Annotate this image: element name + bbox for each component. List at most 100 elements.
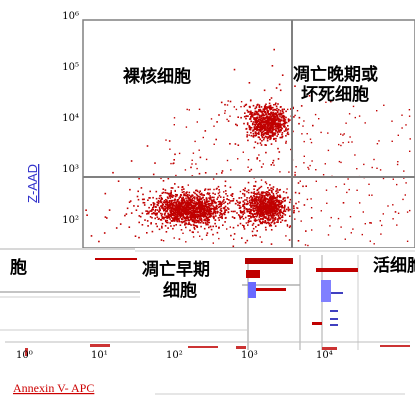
data-point [340,161,342,164]
data-point [170,193,172,195]
data-point [265,212,267,215]
data-point [258,198,260,200]
data-point [324,163,326,165]
data-point [261,119,263,122]
data-point [221,214,224,216]
data-point [193,206,196,208]
data-point [164,219,167,222]
data-point [280,221,282,223]
data-point [249,212,251,214]
data-point [327,234,330,236]
data-point [278,207,280,209]
data-point [253,191,256,193]
data-point [149,197,151,199]
data-point [195,189,198,192]
data-point [262,204,264,206]
data-point [208,203,211,205]
data-point [215,225,217,228]
data-point [184,208,187,211]
data-point [178,219,180,222]
data-point [256,117,259,119]
data-point [270,128,272,131]
data-point [285,208,288,211]
data-point [249,215,251,217]
data-point [229,143,231,145]
lower-right-quadrant-label: 活细胞 [373,255,415,276]
data-point [146,145,149,147]
data-point [188,194,191,196]
data-point [246,210,248,212]
data-point [258,218,260,221]
data-point [280,112,283,115]
data-point [288,226,291,229]
data-point [171,196,174,198]
data-point [348,113,351,115]
data-point [383,104,385,106]
data-point [273,200,276,202]
data-point [259,214,261,217]
data-point [188,211,190,214]
data-point [401,114,403,116]
data-point [169,215,172,218]
data-point [276,107,278,110]
data-point [391,140,393,142]
data-point [169,197,172,199]
data-point [165,203,167,206]
data-point [274,103,277,106]
data-point [257,110,259,113]
data-point [277,118,279,120]
data-point [268,199,271,202]
data-point [259,202,261,205]
data-point [270,125,273,127]
data-point [246,197,248,199]
data-point [279,112,282,115]
data-point [172,218,175,221]
data-point [264,226,267,229]
data-point [283,108,285,111]
data-point [320,210,322,212]
data-point [287,206,290,209]
data-point [178,206,180,209]
data-point [257,126,260,128]
data-point [305,230,307,232]
data-point [271,118,273,121]
data-point [392,204,394,206]
data-point [279,188,281,191]
data-point [293,207,295,209]
data-point [226,228,228,230]
data-point [226,159,229,162]
data-point [198,217,201,219]
data-point [176,200,178,203]
data-point [265,114,267,116]
data-point [269,107,271,110]
data-point [275,210,277,213]
data-point [192,208,195,210]
data-point [387,205,389,207]
data-point [281,211,284,214]
data-point [279,194,281,197]
data-point [178,210,181,212]
data-point [401,127,403,129]
data-point [245,127,248,130]
data-point [285,135,287,137]
data-point [270,243,273,245]
data-point [188,199,190,202]
data-point [259,200,261,202]
data-point [273,207,275,210]
data-point [318,118,320,120]
data-point [259,119,261,121]
data-point [198,199,201,202]
data-point [269,223,272,226]
data-point [267,187,269,189]
data-point [223,199,225,201]
data-point [266,217,268,220]
data-point [269,122,272,124]
data-point [237,158,239,160]
data-point [165,220,167,223]
data-point [281,205,283,208]
data-point [155,205,157,208]
data-point [256,123,259,126]
data-point [265,191,267,193]
data-point [254,234,256,236]
data-point [288,239,291,241]
